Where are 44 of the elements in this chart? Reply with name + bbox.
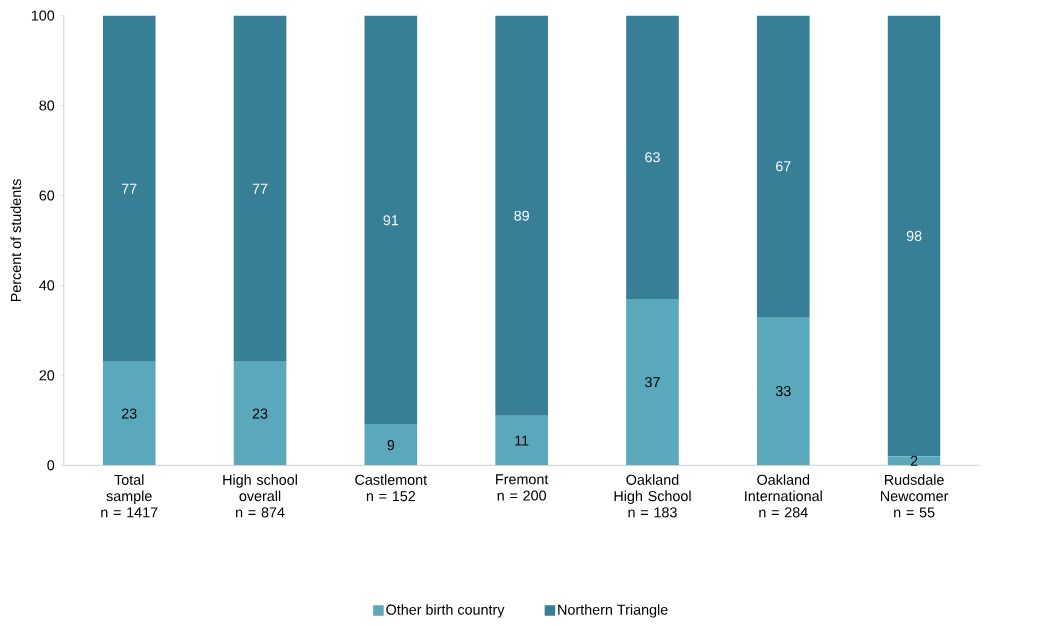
data-label: 91: [383, 214, 399, 226]
x-tick-label: Castlemont n = 152: [355, 474, 428, 501]
bar: [495, 415, 548, 466]
bar: [364, 424, 418, 466]
data-label: 77: [252, 183, 268, 194]
bar: [626, 15, 679, 299]
bar: [495, 15, 548, 416]
x-tick-label: Oakland International n = 284: [745, 474, 822, 518]
y-tick-label: 40: [39, 280, 55, 291]
y-tick-label: 60: [39, 190, 55, 201]
bar: [756, 316, 810, 466]
data-label: 9: [387, 439, 395, 450]
data-label: 33: [775, 385, 791, 397]
y-tick-label: 80: [39, 100, 55, 111]
bar: [364, 15, 418, 425]
x-tick-label: Oakland High School n = 183: [614, 474, 691, 518]
data-label: 89: [514, 210, 529, 221]
data-label: 67: [776, 161, 791, 172]
legend-label: Northern Triangle: [558, 604, 668, 618]
bar: [102, 15, 156, 362]
x-tick-label: High school overall n = 874: [223, 474, 297, 518]
bar: [626, 298, 679, 466]
y-tick-label: 100: [31, 10, 55, 21]
data-label: 2: [910, 455, 918, 466]
y-axis-title: Percent of students: [10, 178, 22, 301]
bar: [102, 361, 156, 466]
bar: [756, 15, 810, 317]
x-tick-label: Rudsdale Newcomer n = 55: [881, 474, 949, 518]
x-tick-label: Fremont n = 200: [496, 474, 549, 501]
data-label: 63: [645, 152, 660, 163]
bar: [887, 15, 941, 457]
x-tick-label: Total sample n = 1417: [101, 474, 158, 518]
y-tick-label: 20: [39, 370, 55, 381]
data-label: 98: [906, 230, 922, 241]
y-tick-label: 0: [47, 460, 55, 471]
data-label: 77: [121, 183, 137, 194]
bar: [887, 456, 941, 466]
data-label: 37: [645, 376, 660, 388]
data-label: 11: [515, 435, 529, 446]
data-label: 23: [252, 408, 268, 419]
legend-label: Other birth country: [386, 604, 505, 618]
data-label: 23: [121, 408, 137, 419]
bar: [233, 15, 287, 362]
bar: [233, 361, 287, 466]
